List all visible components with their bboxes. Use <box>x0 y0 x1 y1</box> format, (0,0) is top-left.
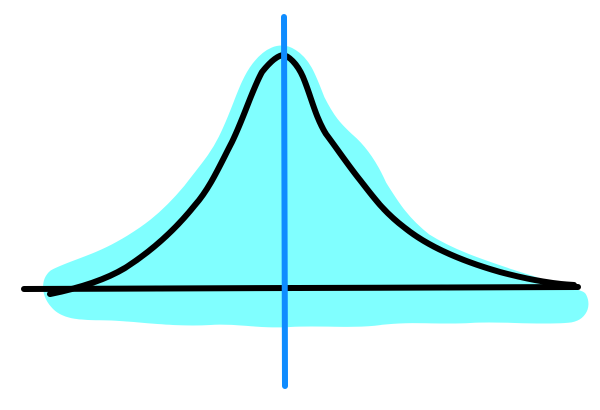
horizontal-baseline <box>21 284 581 292</box>
shaded-area-under-curve <box>43 45 589 328</box>
bell-curve-line <box>47 52 577 297</box>
vertical-center-line <box>281 14 288 389</box>
